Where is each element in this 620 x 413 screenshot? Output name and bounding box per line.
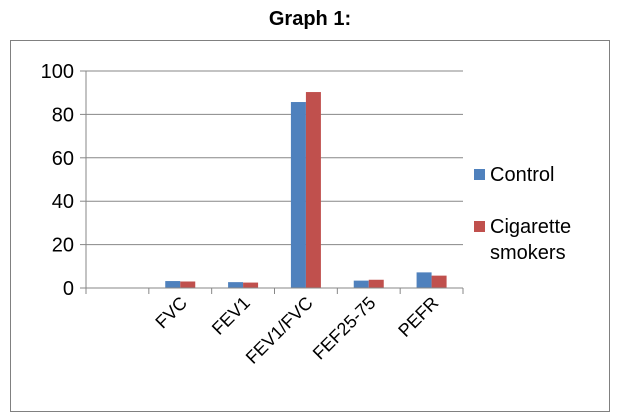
bar-control-fef25-75 [353,280,369,288]
legend-item-control: Control [474,162,610,188]
y-tick-label: 100 [41,61,74,83]
bar-cigarette-smokers-fef25-75 [368,279,384,288]
y-tick-label: 40 [52,191,74,213]
legend-label-cigarette-smokers: Cigarette smokers [490,216,572,264]
bar-control-fvc [165,281,181,288]
bar-cigarette-smokers-fev1 [243,282,259,288]
bar-cigarette-smokers-pefr [431,275,447,288]
y-tick-label: 60 [52,148,74,170]
legend-swatch-control [474,169,485,180]
bar-control-fev1 [228,282,244,288]
y-tick-label: 0 [63,278,74,300]
x-category-label: FVC [151,293,191,333]
legend-item-cigarette-smokers: Cigarette smokers [474,214,610,266]
chart-title: Graph 1: [268,8,352,30]
x-category-label: FEF25-75 [309,293,380,364]
bar-control-fev1-fvc [290,102,306,288]
y-tick-label: 20 [52,235,74,257]
x-category-label: FEV1 [208,293,254,339]
bar-cigarette-smokers-fev1-fvc [305,92,321,288]
bar-control-pefr [416,272,432,288]
x-category-label: FEV1/FVC [242,293,317,368]
legend: Control Cigarette smokers [474,162,610,266]
legend-label-control: Control [490,164,555,186]
x-category-label: PEFR [394,293,442,341]
legend-swatch-cigarette-smokers [474,221,485,232]
y-tick-label: 80 [52,104,74,126]
chart-frame [10,40,610,412]
bar-cigarette-smokers-fvc [180,281,196,288]
